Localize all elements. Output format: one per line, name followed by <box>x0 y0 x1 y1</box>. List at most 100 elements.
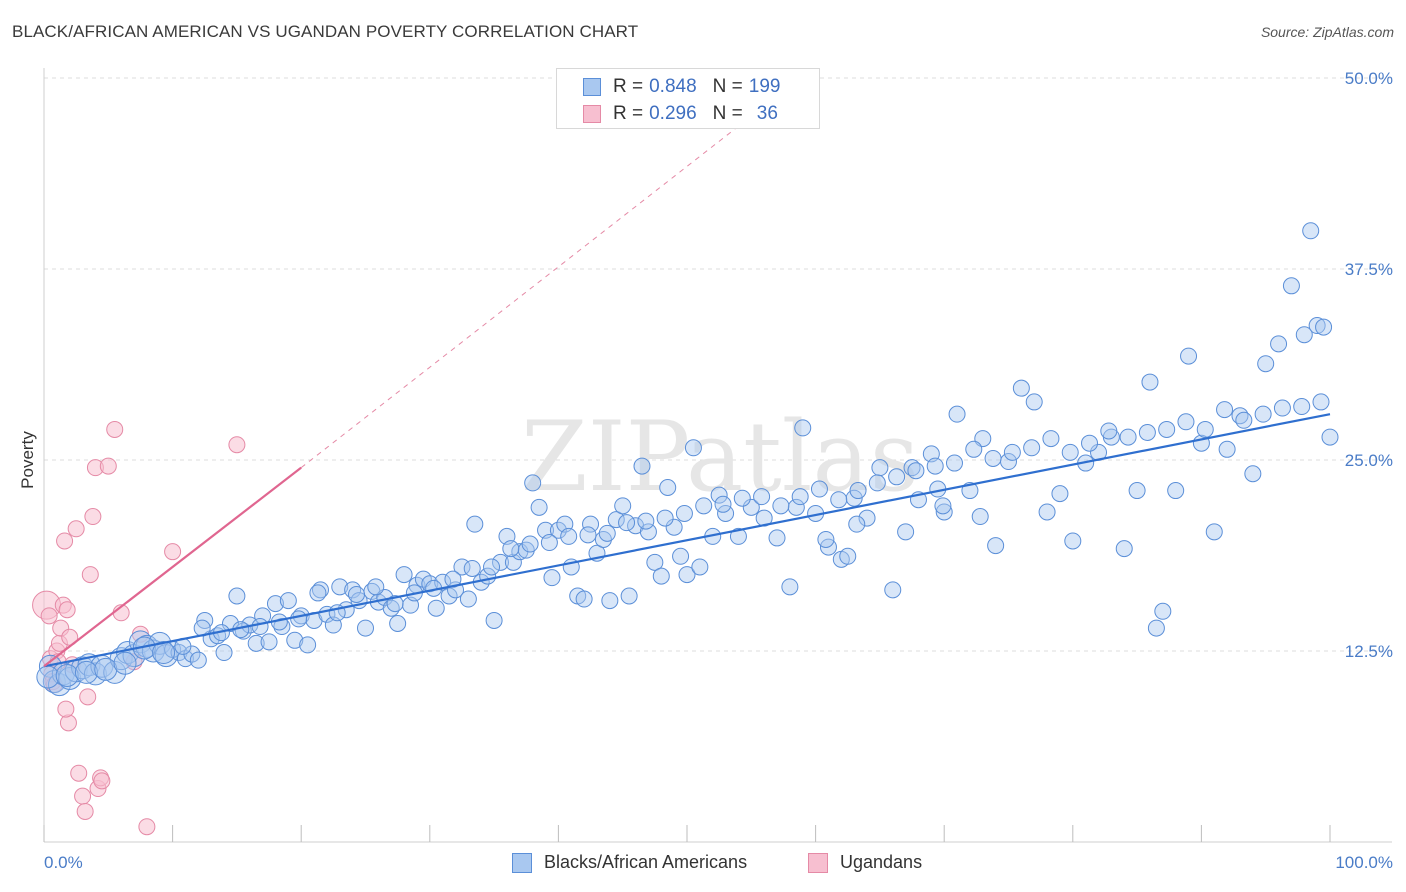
black-point <box>215 644 233 662</box>
n-value: 36 <box>756 103 778 124</box>
black-point <box>492 553 510 571</box>
black-point <box>266 595 284 613</box>
black-point <box>710 486 728 504</box>
black-point <box>934 497 952 515</box>
black-point <box>299 636 317 654</box>
black-point <box>772 497 790 515</box>
legend-label: Blacks/African Americans <box>544 852 748 872</box>
black-point <box>1141 373 1159 391</box>
black-point <box>247 634 265 652</box>
ugandan-point <box>67 520 85 538</box>
black-point <box>543 569 561 587</box>
black-point <box>1167 482 1185 500</box>
black-point <box>897 523 915 541</box>
ugandans-trend-line <box>43 466 302 668</box>
black-point <box>849 482 867 500</box>
black-point <box>935 503 953 521</box>
r-label: R = <box>613 103 644 124</box>
black-point <box>74 660 98 684</box>
black-point <box>540 534 558 552</box>
black-point <box>768 529 786 547</box>
black-point <box>1154 602 1172 620</box>
black-point <box>427 599 445 617</box>
black-point <box>1216 401 1234 419</box>
axes <box>43 68 1392 843</box>
black-point <box>286 631 304 649</box>
black-point <box>868 474 886 492</box>
black-point <box>290 610 308 628</box>
black-point <box>742 498 760 516</box>
black-point <box>1003 443 1021 461</box>
y-axis-label: Poverty <box>18 431 37 489</box>
x-tick-label: 0.0% <box>44 853 83 872</box>
legend-label: Ugandans <box>840 852 923 872</box>
black-point <box>485 611 503 629</box>
source-label: Source: ZipAtlas.com <box>1260 24 1394 40</box>
trend-lines <box>43 115 1331 668</box>
black-point <box>189 651 207 669</box>
black-point <box>871 459 889 477</box>
black-point <box>1308 317 1326 335</box>
black-point <box>637 512 655 530</box>
ugandan-point <box>74 787 92 805</box>
chart-title: BLACK/AFRICAN AMERICAN VS UGANDAN POVERT… <box>12 22 639 41</box>
black-point <box>1244 465 1262 483</box>
black-point <box>1205 523 1223 541</box>
black-point <box>1038 503 1056 521</box>
black-point <box>357 619 374 637</box>
black-point <box>695 497 713 515</box>
black-point <box>965 440 983 458</box>
black-point <box>1235 411 1253 429</box>
black-point <box>1315 318 1333 336</box>
pink-swatch-icon <box>808 852 828 873</box>
black-point <box>987 537 1005 555</box>
black-point <box>633 457 651 475</box>
black-point <box>810 480 828 498</box>
ugandan-point <box>70 764 88 782</box>
ugandan-point <box>40 607 58 625</box>
black-point <box>884 581 902 599</box>
black-point <box>1270 335 1288 353</box>
black-point <box>948 405 966 423</box>
black-point <box>1064 532 1082 550</box>
black-point <box>1293 398 1311 416</box>
black-point <box>1042 430 1060 448</box>
legend-item-ugandans[interactable]: Ugandans <box>808 852 922 873</box>
black-point <box>221 614 239 632</box>
black-point <box>1321 428 1339 446</box>
black-point <box>971 508 989 526</box>
ugandan-point <box>164 543 182 561</box>
black-point <box>483 558 501 576</box>
black-point <box>675 504 693 522</box>
black-point <box>598 524 616 542</box>
black-point <box>279 592 297 610</box>
black-point <box>907 462 925 480</box>
legend-item-blacks[interactable]: Blacks/African Americans <box>512 852 747 873</box>
black-point <box>1180 347 1198 365</box>
black-point <box>1302 222 1320 240</box>
black-point <box>607 511 625 529</box>
ugandan-point <box>228 436 246 454</box>
black-point <box>582 515 600 533</box>
n-label: N = <box>712 76 743 97</box>
black-point <box>1023 439 1041 457</box>
black-point <box>459 590 477 608</box>
ugandan-point <box>57 700 75 718</box>
black-point <box>71 656 95 680</box>
y-tick-label: 12.5% <box>1345 642 1393 661</box>
black-point <box>1119 428 1137 446</box>
black-point <box>311 581 329 599</box>
black-point <box>103 660 127 684</box>
pink-swatch-icon <box>583 105 601 123</box>
ugandan-point <box>58 601 76 619</box>
black-point <box>463 559 481 577</box>
black-point <box>309 584 327 602</box>
ugandans-points <box>32 420 246 836</box>
ugandan-point <box>99 457 117 475</box>
black-point <box>94 657 118 681</box>
r-label: R = <box>613 76 644 97</box>
black-point <box>926 457 944 475</box>
legend-row-ugandans: R = 0.296 N = 36 <box>583 102 778 126</box>
black-point <box>659 479 677 497</box>
